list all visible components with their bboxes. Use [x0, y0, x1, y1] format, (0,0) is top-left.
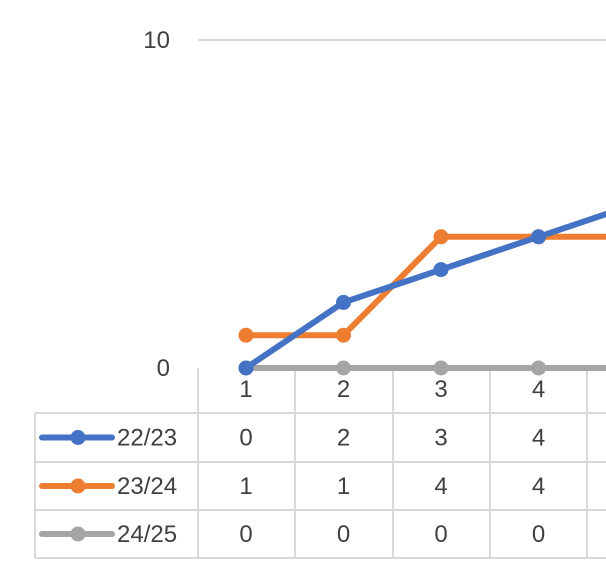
table-cell: 0 — [337, 521, 350, 548]
data-point — [433, 360, 449, 376]
x-tick-label: 3 — [434, 376, 447, 403]
data-point — [336, 360, 351, 376]
data-point — [336, 294, 351, 310]
x-tick-label: 1 — [239, 376, 252, 403]
series-line — [243, 233, 606, 339]
data-point — [433, 229, 449, 245]
table-cell: 2 — [337, 425, 350, 452]
table-cell: 4 — [434, 473, 447, 500]
data-point — [238, 360, 254, 376]
series-lines — [238, 210, 606, 376]
y-tick-label: 10 — [143, 27, 170, 54]
data-table: 1 2 3 4 22/23 0 2 3 4 23/24 1 1 4 4 24/25 0 0 0 0 — [34, 368, 606, 559]
legend-key-marker — [70, 478, 86, 494]
legend-key-marker — [70, 526, 86, 542]
legend-label: 24/25 — [117, 521, 177, 548]
data-point — [531, 229, 546, 245]
table-cell: 4 — [532, 425, 545, 452]
table-cell: 0 — [239, 521, 252, 548]
table-cell: 0 — [532, 521, 545, 548]
table-cell: 0 — [239, 425, 252, 452]
x-tick-label: 2 — [337, 376, 350, 403]
data-point — [433, 262, 449, 278]
table-cell: 3 — [434, 425, 447, 452]
data-point — [531, 360, 546, 376]
series-line — [243, 210, 606, 371]
data-point — [336, 327, 351, 343]
table-cell: 1 — [239, 473, 252, 500]
data-point — [238, 327, 254, 343]
legend-label: 22/23 — [117, 425, 177, 452]
y-tick-label: 0 — [157, 355, 170, 382]
table-cell: 0 — [434, 521, 447, 548]
legend-key-marker — [70, 430, 86, 445]
table-cell: 4 — [532, 473, 545, 500]
table-cell: 1 — [337, 473, 350, 500]
x-tick-label: 4 — [532, 376, 545, 403]
y-axis-ticks: 0 10 — [143, 27, 170, 382]
legend-label: 23/24 — [117, 473, 177, 500]
